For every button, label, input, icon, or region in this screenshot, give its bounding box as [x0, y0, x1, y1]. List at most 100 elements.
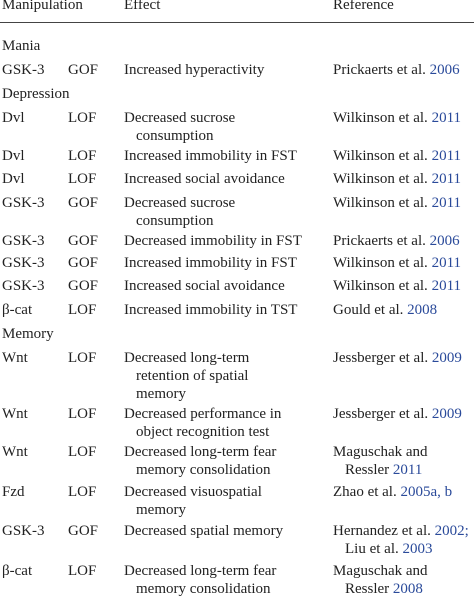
reference-line: Zhao et al. 2005a, b: [333, 483, 452, 501]
effect-line: Decreased performance in: [124, 406, 282, 422]
manipulation-cell: LOF: [68, 406, 97, 422]
reference-year: 2011: [431, 255, 462, 271]
reference-year: 2008: [392, 581, 423, 597]
reference-year: 2011: [431, 148, 462, 164]
effect-line: Increased hyperactivity: [124, 62, 265, 78]
effect-line: Decreased immobility in FST: [124, 233, 302, 249]
manipulation-cell: GOF: [68, 62, 99, 78]
effect-line: memory: [136, 386, 186, 402]
target-cell: Dvl: [2, 110, 25, 126]
manipulation-cell: GOF: [68, 233, 99, 249]
target-cell: Dvl: [2, 148, 25, 164]
reference-line: Gould et al. 2008: [333, 301, 437, 319]
target-cell: GSK-3: [2, 195, 45, 211]
reference-year: 2011: [431, 278, 462, 294]
target-cell: Wnt: [2, 406, 28, 422]
effect-line: memory consolidation: [136, 581, 271, 597]
reference-author: Maguschak and: [333, 444, 428, 460]
effect-line: Decreased long-term fear: [124, 563, 277, 579]
target-cell: β-cat: [2, 563, 33, 579]
effect-line: Decreased sucrose: [124, 110, 236, 126]
effect-line: retention of spatial: [136, 368, 249, 384]
target-cell: GSK-3: [2, 278, 45, 294]
effect-line: Increased immobility in FST: [124, 148, 297, 164]
effect-line: memory consolidation: [136, 462, 271, 478]
reference-author: Jessberger et al.: [333, 406, 429, 422]
header-cell: Manipulation: [2, 0, 83, 13]
reference-author: Zhao et al.: [333, 484, 397, 500]
effect-line: Increased immobility in FST: [124, 255, 297, 271]
section-label: Depression: [2, 86, 70, 102]
manipulation-cell: LOF: [68, 444, 97, 460]
header-cell: Reference: [333, 0, 394, 13]
manipulation-cell: LOF: [68, 302, 97, 318]
reference-author: Maguschak and: [333, 563, 428, 579]
reference-line: Wilkinson et al. 2011: [333, 109, 461, 127]
reference-year: 2011: [392, 462, 423, 478]
target-cell: Dvl: [2, 171, 25, 187]
section-label: Mania: [2, 38, 41, 54]
target-cell: GSK-3: [2, 62, 45, 78]
target-cell: GSK-3: [2, 523, 45, 539]
target-cell: Wnt: [2, 350, 28, 366]
reference-line: Maguschak and: [333, 443, 428, 461]
reference-line: Jessberger et al. 2009: [333, 349, 462, 367]
reference-author: Wilkinson et al.: [333, 278, 428, 294]
effect-line: Decreased visuospatial: [124, 484, 262, 500]
target-cell: Wnt: [2, 444, 28, 460]
reference-year: 2006: [429, 62, 460, 78]
manipulation-cell: LOF: [68, 148, 97, 164]
reference-year: 2011: [431, 110, 462, 126]
reference-author: Prickaerts et al.: [333, 62, 426, 78]
header-cell: Effect: [124, 0, 161, 13]
reference-line: Wilkinson et al. 2011: [333, 194, 461, 212]
manipulation-cell: LOF: [68, 563, 97, 579]
reference-author: Wilkinson et al.: [333, 110, 428, 126]
reference-line: Hernandez et al. 2002;: [333, 522, 469, 540]
manipulation-cell: GOF: [68, 523, 99, 539]
effect-line: Decreased spatial memory: [124, 523, 284, 539]
reference-author: Liu et al.: [345, 541, 399, 557]
target-cell: β-cat: [2, 302, 33, 318]
reference-line: Prickaerts et al. 2006: [333, 232, 460, 250]
manipulation-cell: GOF: [68, 195, 99, 211]
manipulation-cell: LOF: [68, 110, 97, 126]
reference-line: Wilkinson et al. 2011: [333, 147, 461, 165]
reference-author: Jessberger et al.: [333, 350, 429, 366]
reference-year: 2006: [429, 233, 460, 249]
reference-author: Ressler: [345, 581, 390, 597]
effect-line: memory: [136, 502, 186, 518]
effect-line: Decreased sucrose: [124, 195, 236, 211]
reference-author: Prickaerts et al.: [333, 233, 426, 249]
effect-line: consumption: [136, 213, 214, 229]
reference-author: Wilkinson et al.: [333, 148, 428, 164]
section-label: Memory: [2, 326, 54, 342]
reference-line: Jessberger et al. 2009: [333, 405, 462, 423]
effect-line: object recognition test: [136, 424, 270, 440]
header-rule: [0, 22, 474, 23]
effect-line: Decreased long-term: [124, 350, 250, 366]
effect-line: Increased social avoidance: [124, 171, 285, 187]
reference-line: Prickaerts et al. 2006: [333, 61, 460, 79]
target-cell: Fzd: [2, 484, 25, 500]
effect-line: Decreased long-term fear: [124, 444, 277, 460]
target-cell: GSK-3: [2, 255, 45, 271]
effect-line: Increased social avoidance: [124, 278, 285, 294]
reference-author: Wilkinson et al.: [333, 195, 428, 211]
reference-line: Ressler 2008: [345, 580, 423, 598]
reference-year: 2011: [431, 171, 462, 187]
reference-year: 2009: [431, 406, 462, 422]
reference-line: Ressler 2011: [345, 461, 422, 479]
reference-line: Liu et al. 2003: [345, 540, 432, 558]
effect-line: consumption: [136, 128, 214, 144]
manipulation-cell: GOF: [68, 278, 99, 294]
reference-author: Hernandez et al.: [333, 523, 431, 539]
reference-line: Wilkinson et al. 2011: [333, 170, 461, 188]
reference-author: Gould et al.: [333, 302, 404, 318]
reference-line: Maguschak and: [333, 562, 428, 580]
reference-line: Wilkinson et al. 2011: [333, 254, 461, 272]
manipulation-cell: LOF: [68, 484, 97, 500]
effect-line: Increased immobility in TST: [124, 302, 298, 318]
reference-author: Ressler: [345, 462, 390, 478]
